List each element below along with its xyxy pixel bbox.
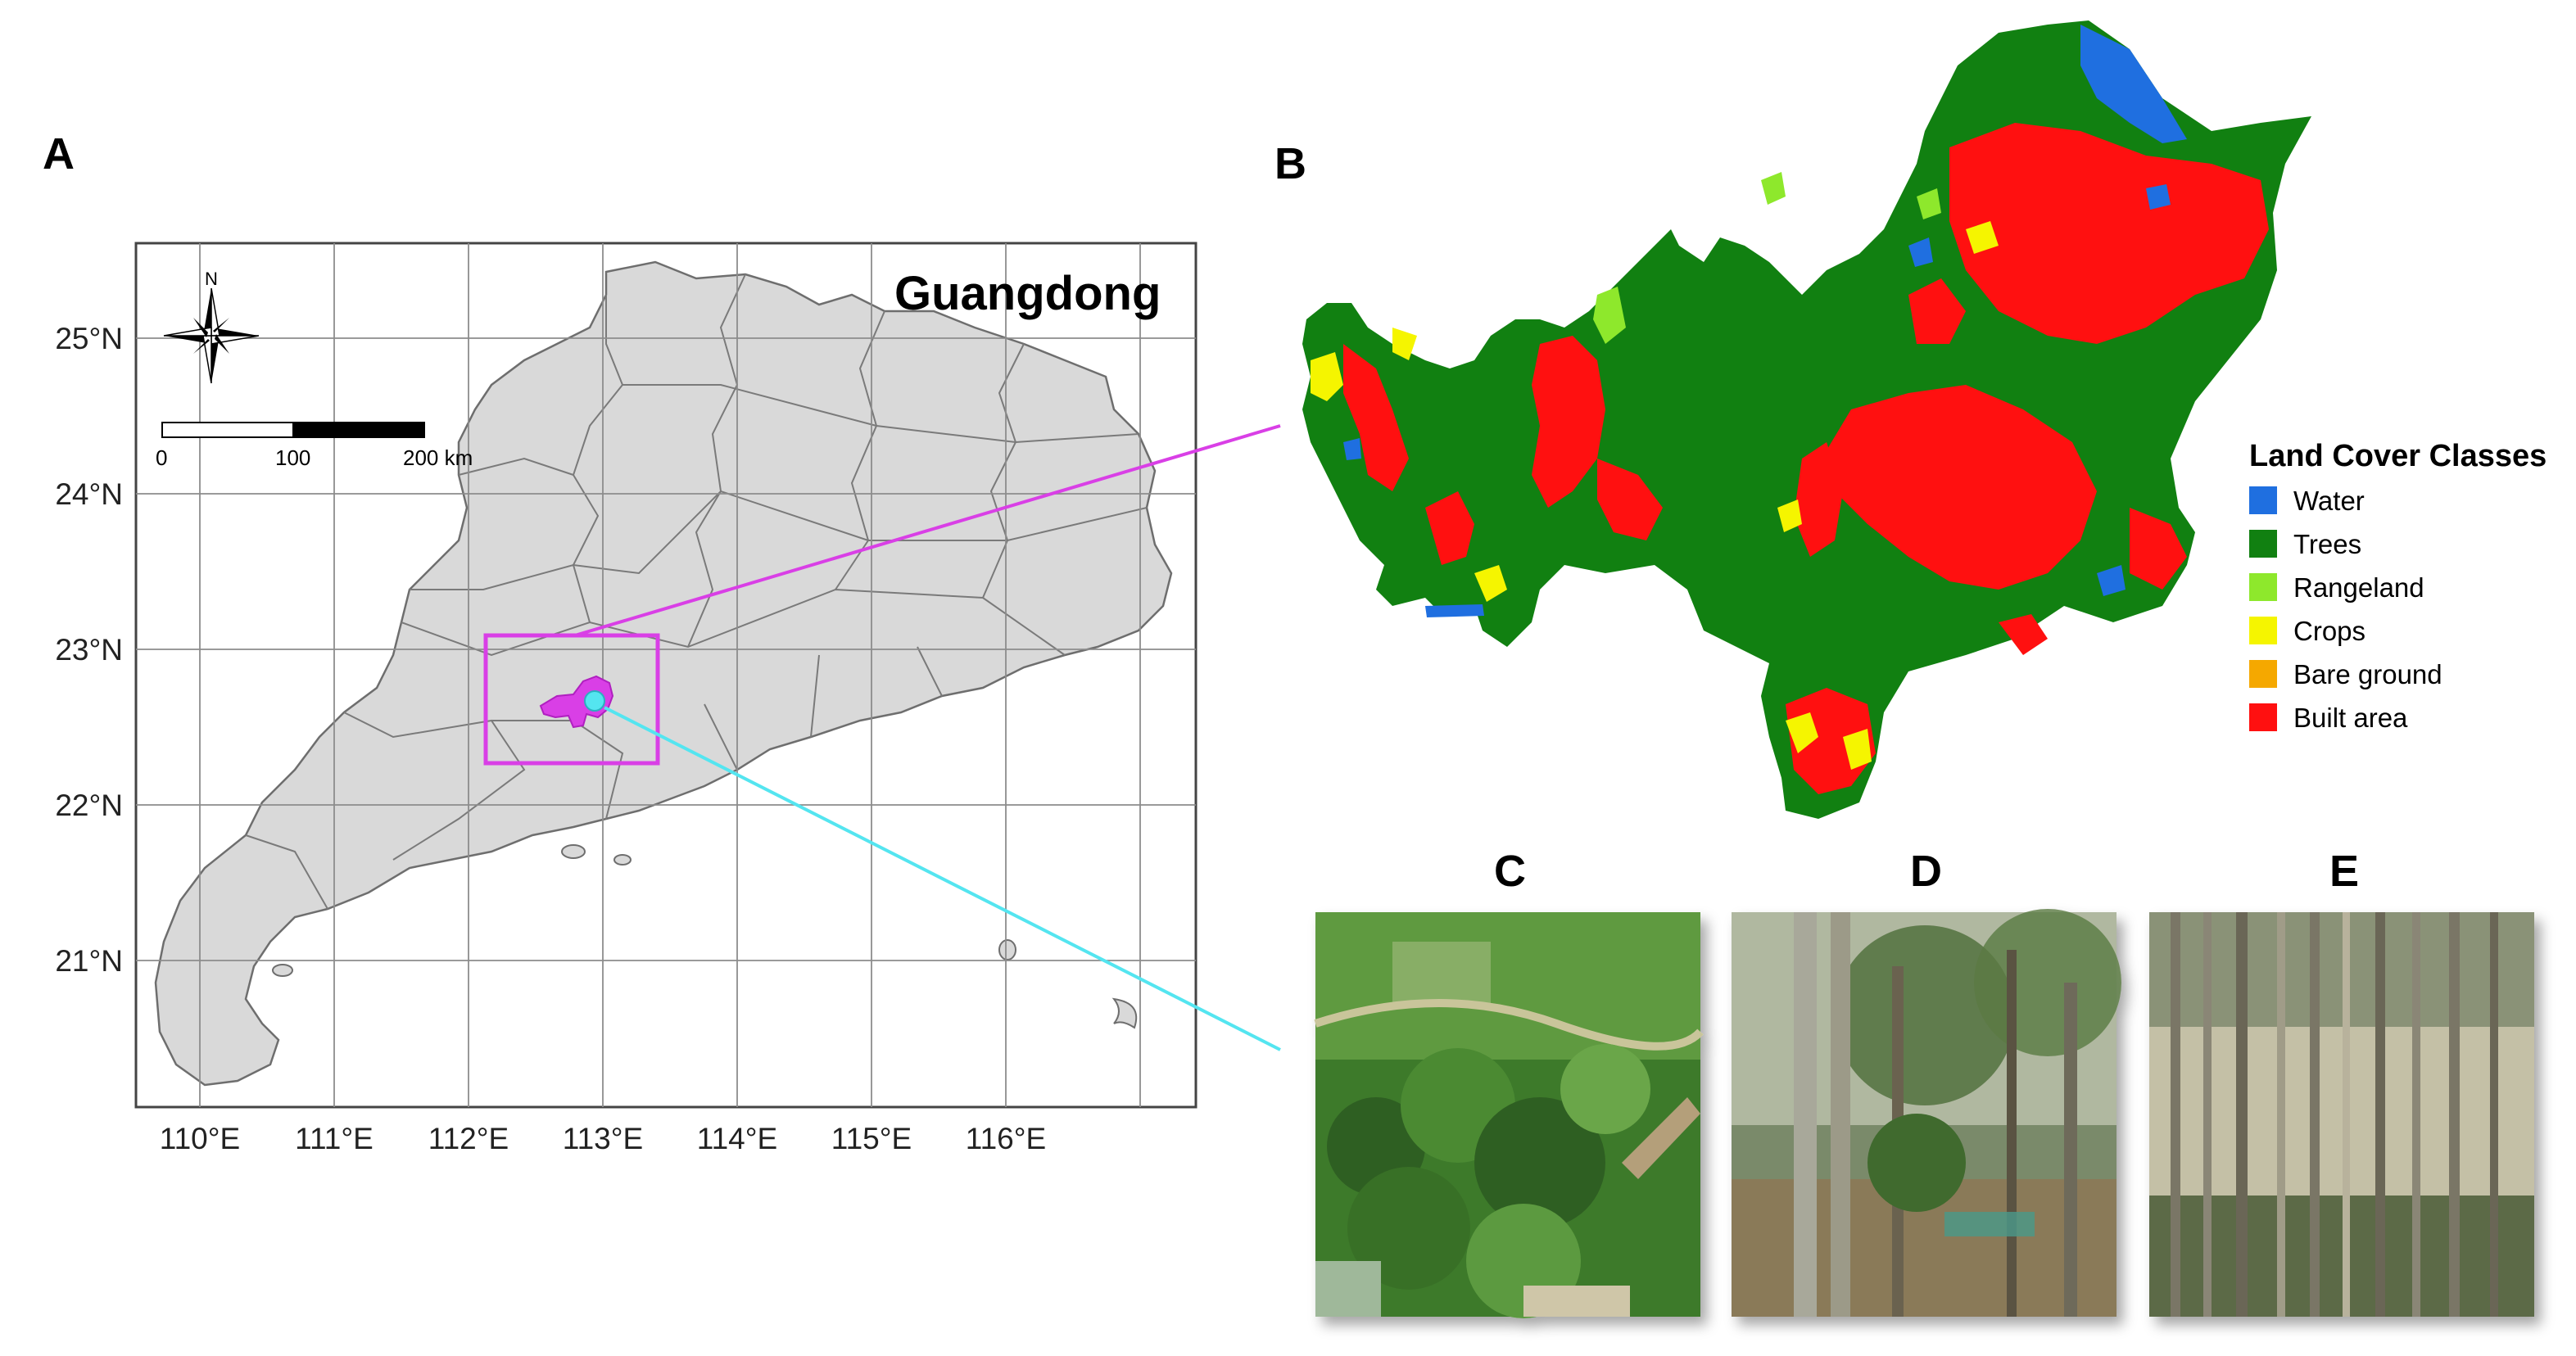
guangdong-province-shape xyxy=(154,260,1173,1087)
panel-label-a: A xyxy=(43,129,75,179)
legend-title: Land Cover Classes xyxy=(2249,439,2547,473)
land-cover-map xyxy=(1302,20,2311,819)
photo-e-eucalyptus-plantation xyxy=(2149,912,2534,1317)
study-extent-rectangle xyxy=(483,633,660,766)
lat-tick-label: 24°N xyxy=(55,477,123,511)
site-marker xyxy=(584,690,605,712)
legend-label: Rangeland xyxy=(2293,572,2424,603)
lon-tick-label: 111°E xyxy=(295,1122,373,1155)
longitude-ticks: 110°E 111°E 112°E 113°E 114°E 115°E 116°E xyxy=(160,1122,1046,1155)
connector-line-site xyxy=(604,706,1281,1051)
connector-line-study-area xyxy=(574,424,1281,637)
lat-tick-label: 22°N xyxy=(55,789,123,822)
lon-tick-label: 114°E xyxy=(697,1122,777,1155)
lon-tick-label: 110°E xyxy=(160,1122,240,1155)
rangeland-patches xyxy=(1593,172,1941,344)
north-label: N xyxy=(205,269,218,289)
legend-label: Crops xyxy=(2293,616,2365,646)
legend-swatch xyxy=(2249,573,2277,601)
islands xyxy=(272,844,1138,1029)
legend-swatch xyxy=(2249,703,2277,731)
legend-swatch xyxy=(2249,486,2277,514)
map-title: Guangdong xyxy=(894,267,1161,320)
scale-label-100: 100 xyxy=(275,445,310,470)
panel-label-b: B xyxy=(1274,139,1306,188)
panel-label-c: C xyxy=(1494,847,1526,896)
legend-label: Built area xyxy=(2293,703,2408,733)
lon-tick-label: 115°E xyxy=(831,1122,912,1155)
scale-bar: 0 100 200 km xyxy=(156,422,473,470)
lon-tick-label: 112°E xyxy=(428,1122,509,1155)
legend-swatch xyxy=(2249,660,2277,688)
lat-tick-label: 21°N xyxy=(55,944,123,978)
legend-label: Trees xyxy=(2293,529,2361,559)
lat-tick-label: 23°N xyxy=(55,633,123,667)
panel-label-d: D xyxy=(1910,847,1942,896)
scale-label-200: 200 km xyxy=(403,445,473,470)
study-area-shape xyxy=(539,675,614,729)
scale-label-0: 0 xyxy=(156,445,167,470)
photo-d-forest-understory xyxy=(1732,909,2121,1317)
lat-tick-label: 25°N xyxy=(55,322,123,355)
north-arrow-icon: N xyxy=(163,269,260,384)
latitude-ticks: 25°N 24°N 23°N 22°N 21°N xyxy=(55,322,123,978)
lon-tick-label: 113°E xyxy=(563,1122,643,1155)
prefecture-boundaries xyxy=(245,273,1148,910)
legend-swatch xyxy=(2249,530,2277,558)
map-a: 25°N 24°N 23°N 22°N 21°N 110°E 111°E 112°E 113°… xyxy=(55,242,1197,1155)
crop-patches xyxy=(1311,221,1999,770)
legend-swatch xyxy=(2249,617,2277,644)
built-area-patches xyxy=(1343,123,2269,794)
photo-c-aerial-forest xyxy=(1314,912,1704,1318)
water-patches xyxy=(1343,184,2171,617)
panel-label-e: E xyxy=(2329,847,2359,896)
legend-label: Water xyxy=(2293,486,2365,516)
water-patch-ne xyxy=(2080,25,2187,143)
land-cover-legend: Land Cover Classes Water Trees Rangeland Cr… xyxy=(2249,439,2547,733)
lon-tick-label: 116°E xyxy=(966,1122,1046,1155)
legend-label: Bare ground xyxy=(2293,659,2442,689)
graticule xyxy=(136,243,1196,1107)
